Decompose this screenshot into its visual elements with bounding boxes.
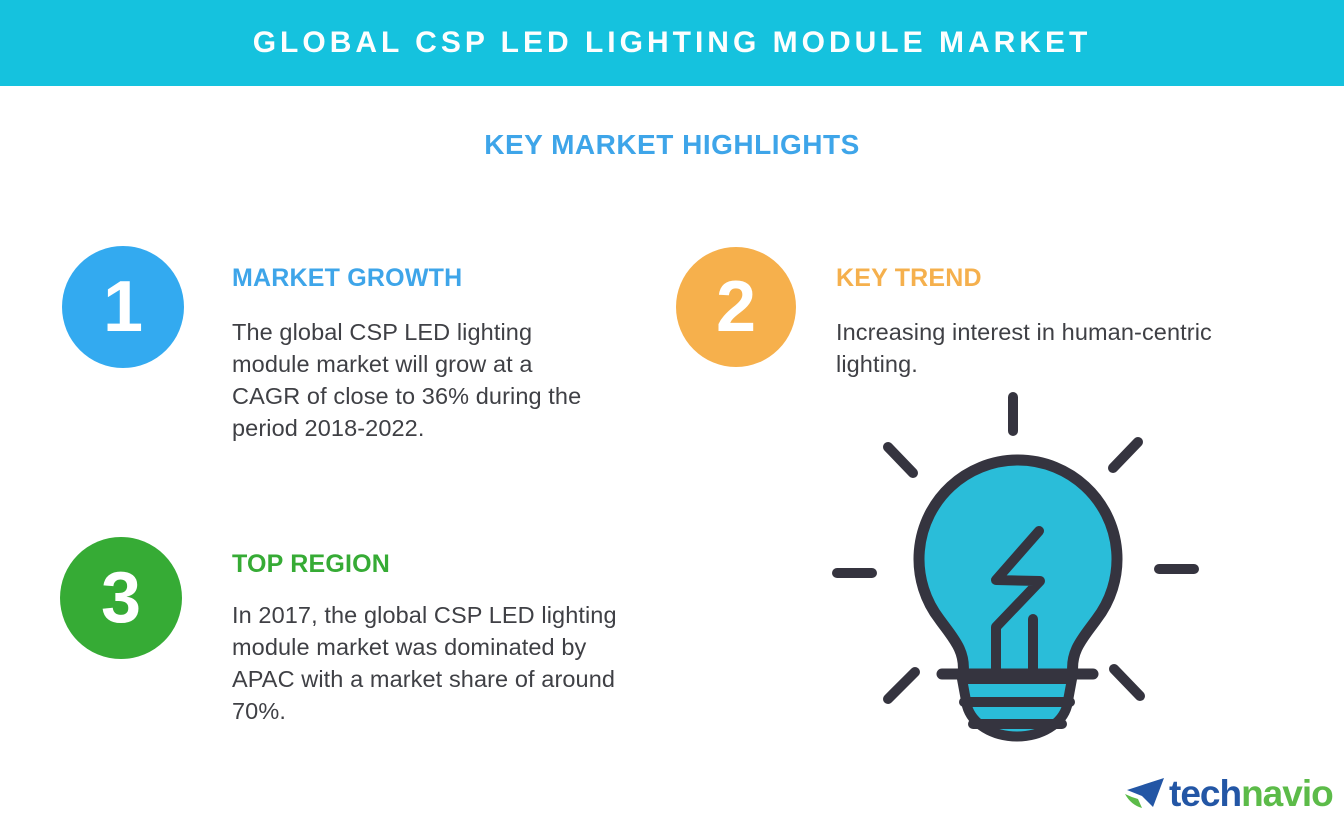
highlight-3-number: 3 bbox=[100, 558, 142, 638]
highlight-1-number: 1 bbox=[102, 267, 144, 347]
page-title: GLOBAL CSP LED LIGHTING MODULE MARKET bbox=[252, 26, 1092, 59]
highlight-1-title: MARKET GROWTH bbox=[232, 264, 463, 292]
highlight-3-number-badge: 3 bbox=[60, 537, 182, 659]
section-heading: KEY MARKET HIGHLIGHTS bbox=[484, 129, 860, 160]
logo-text-tech: tech bbox=[1169, 773, 1242, 814]
header-banner: GLOBAL CSP LED LIGHTING MODULE MARKET bbox=[0, 0, 1344, 86]
highlight-2-title: KEY TREND bbox=[836, 264, 982, 292]
logo-text-navio: navio bbox=[1241, 773, 1334, 814]
logo-wordmark: technavio bbox=[1169, 773, 1334, 814]
highlight-3-title: TOP REGION bbox=[232, 550, 391, 578]
technavio-logo: technavio bbox=[1124, 770, 1334, 814]
highlight-2-number-badge: 2 bbox=[676, 247, 796, 367]
highlight-2-body: Increasing interest in human-centric lig… bbox=[836, 319, 1212, 377]
bulb-base-lines bbox=[959, 697, 1075, 729]
highlight-1-number-badge: 1 bbox=[62, 246, 184, 368]
lightbulb-icon bbox=[832, 392, 1199, 742]
technavio-logo-icon bbox=[1125, 778, 1164, 808]
light-rays-icon bbox=[832, 392, 1199, 704]
highlight-1-body: The global CSP LED lighting module marke… bbox=[232, 319, 582, 441]
lightning-bolt-icon bbox=[991, 526, 1045, 679]
highlight-3-body: In 2017, the global CSP LED lighting mod… bbox=[232, 602, 617, 724]
bulb-globe bbox=[913, 454, 1123, 680]
highlight-2-number: 2 bbox=[715, 267, 757, 347]
